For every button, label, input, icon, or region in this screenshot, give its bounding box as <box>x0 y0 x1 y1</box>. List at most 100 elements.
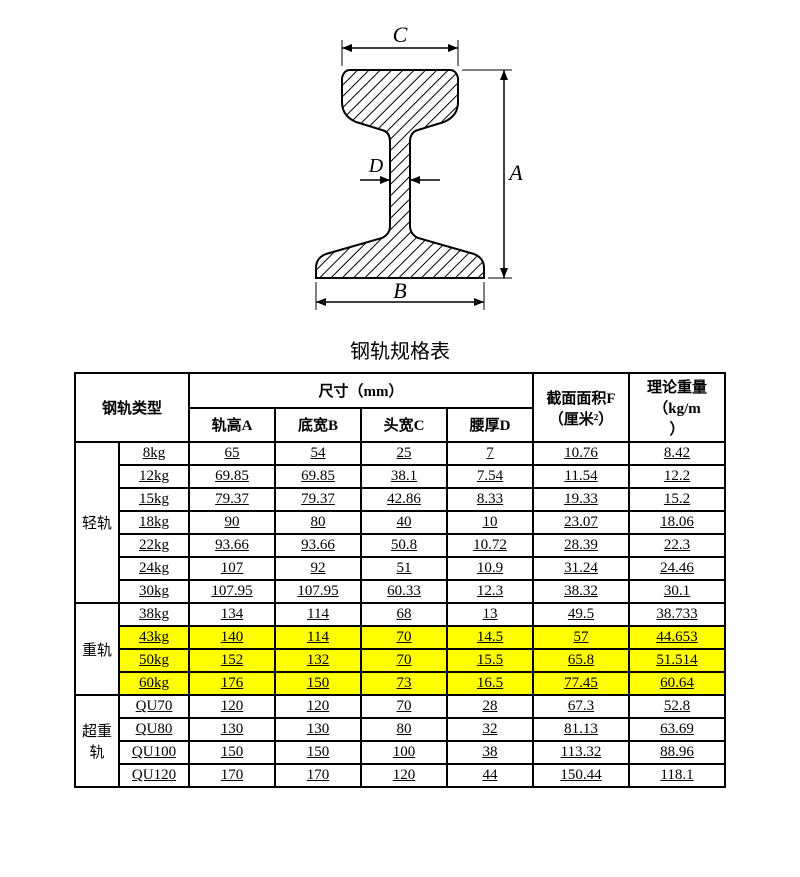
cell-B: 114 <box>275 603 361 626</box>
header-dimensions: 尺寸（mm） <box>189 373 533 408</box>
cell-A: 130 <box>189 718 275 741</box>
cell-F: 19.33 <box>533 488 629 511</box>
cell-D: 15.5 <box>447 649 533 672</box>
cell-D: 44 <box>447 764 533 787</box>
cell-W: 51.514 <box>629 649 725 672</box>
cell-A: 140 <box>189 626 275 649</box>
dim-label-D: D <box>368 155 384 177</box>
header-dim-D: 腰厚D <box>447 408 533 443</box>
cell-A: 176 <box>189 672 275 695</box>
cell-W: 88.96 <box>629 741 725 764</box>
cell-B: 120 <box>275 695 361 718</box>
cell-spec: 50kg <box>119 649 189 672</box>
table-row: 30kg107.95107.9560.3312.338.3230.1 <box>75 580 725 603</box>
cell-F: 49.5 <box>533 603 629 626</box>
cell-D: 28 <box>447 695 533 718</box>
cell-W: 38.733 <box>629 603 725 626</box>
cell-W: 44.653 <box>629 626 725 649</box>
category-cell: 超重轨 <box>75 695 119 787</box>
cell-spec: 22kg <box>119 534 189 557</box>
cell-F: 81.13 <box>533 718 629 741</box>
cell-W: 30.1 <box>629 580 725 603</box>
table-row: 15kg79.3779.3742.868.3319.3315.2 <box>75 488 725 511</box>
cell-B: 69.85 <box>275 465 361 488</box>
cell-W: 18.06 <box>629 511 725 534</box>
header-rail-type: 钢轨类型 <box>75 373 189 442</box>
cell-B: 54 <box>275 442 361 465</box>
table-row: 18kg9080401023.0718.06 <box>75 511 725 534</box>
cell-F: 38.32 <box>533 580 629 603</box>
cell-D: 10.72 <box>447 534 533 557</box>
cell-C: 40 <box>361 511 447 534</box>
cell-C: 68 <box>361 603 447 626</box>
cell-C: 100 <box>361 741 447 764</box>
cell-D: 14.5 <box>447 626 533 649</box>
cell-F: 11.54 <box>533 465 629 488</box>
cell-B: 150 <box>275 741 361 764</box>
cell-F: 31.24 <box>533 557 629 580</box>
table-row: 22kg93.6693.6650.810.7228.3922.3 <box>75 534 725 557</box>
cell-F: 150.44 <box>533 764 629 787</box>
cell-spec: 38kg <box>119 603 189 626</box>
table-row: 超重轨QU70120120702867.352.8 <box>75 695 725 718</box>
cell-spec: 18kg <box>119 511 189 534</box>
cell-D: 13 <box>447 603 533 626</box>
cell-W: 15.2 <box>629 488 725 511</box>
cell-W: 12.2 <box>629 465 725 488</box>
header-area: 截面面积F （厘米²） <box>533 373 629 442</box>
cell-F: 113.32 <box>533 741 629 764</box>
cell-D: 10 <box>447 511 533 534</box>
table-row: QU80130130803281.1363.69 <box>75 718 725 741</box>
table-row: 轻轨8kg655425710.768.42 <box>75 442 725 465</box>
cell-A: 79.37 <box>189 488 275 511</box>
cell-C: 120 <box>361 764 447 787</box>
cell-W: 24.46 <box>629 557 725 580</box>
cell-D: 32 <box>447 718 533 741</box>
cell-D: 10.9 <box>447 557 533 580</box>
rail-cross-section-svg: C B A D <box>260 20 540 320</box>
rail-diagram: C B A D <box>10 20 790 325</box>
cell-C: 73 <box>361 672 447 695</box>
cell-B: 93.66 <box>275 534 361 557</box>
cell-C: 25 <box>361 442 447 465</box>
cell-C: 51 <box>361 557 447 580</box>
cell-A: 69.85 <box>189 465 275 488</box>
table-row: 重轨38kg134114681349.538.733 <box>75 603 725 626</box>
cell-B: 107.95 <box>275 580 361 603</box>
cell-A: 90 <box>189 511 275 534</box>
cell-C: 42.86 <box>361 488 447 511</box>
cell-C: 70 <box>361 626 447 649</box>
cell-B: 132 <box>275 649 361 672</box>
table-row: 50kg1521327015.565.851.514 <box>75 649 725 672</box>
cell-spec: QU80 <box>119 718 189 741</box>
cell-W: 22.3 <box>629 534 725 557</box>
cell-F: 10.76 <box>533 442 629 465</box>
cell-F: 57 <box>533 626 629 649</box>
cell-F: 67.3 <box>533 695 629 718</box>
cell-W: 60.64 <box>629 672 725 695</box>
cell-spec: 8kg <box>119 442 189 465</box>
cell-F: 28.39 <box>533 534 629 557</box>
cell-A: 120 <box>189 695 275 718</box>
cell-C: 80 <box>361 718 447 741</box>
cell-A: 134 <box>189 603 275 626</box>
cell-D: 8.33 <box>447 488 533 511</box>
header-weight: 理论重量 （kg/m ） <box>629 373 725 442</box>
dim-label-C: C <box>393 22 408 47</box>
cell-W: 8.42 <box>629 442 725 465</box>
cell-spec: QU100 <box>119 741 189 764</box>
cell-A: 152 <box>189 649 275 672</box>
cell-F: 23.07 <box>533 511 629 534</box>
table-body: 轻轨8kg655425710.768.4212kg69.8569.8538.17… <box>75 442 725 787</box>
cell-A: 150 <box>189 741 275 764</box>
cell-C: 60.33 <box>361 580 447 603</box>
cell-W: 52.8 <box>629 695 725 718</box>
cell-C: 70 <box>361 695 447 718</box>
cell-A: 170 <box>189 764 275 787</box>
cell-D: 12.3 <box>447 580 533 603</box>
cell-B: 150 <box>275 672 361 695</box>
cell-A: 65 <box>189 442 275 465</box>
cell-spec: 60kg <box>119 672 189 695</box>
cell-B: 114 <box>275 626 361 649</box>
header-dim-A: 轨高A <box>189 408 275 443</box>
